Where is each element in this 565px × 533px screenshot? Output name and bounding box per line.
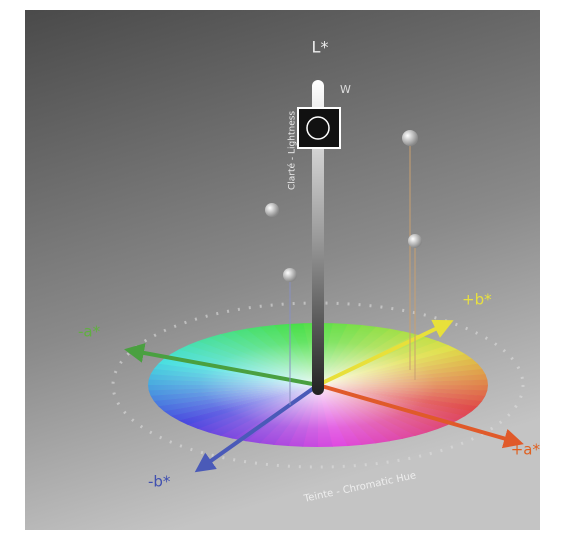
sample-sphere bbox=[265, 203, 279, 217]
sample-sphere bbox=[408, 234, 422, 248]
l-axis-label: L* bbox=[312, 38, 329, 57]
background bbox=[25, 10, 540, 530]
b-axis bbox=[317, 319, 454, 387]
lightness-label: Clarté - Lightness bbox=[287, 111, 298, 190]
minus-a-label: -a* bbox=[78, 323, 101, 341]
lightness-pole bbox=[312, 80, 324, 395]
logo bbox=[297, 107, 341, 149]
minus-b-label: -b* bbox=[148, 473, 171, 491]
scale-ring bbox=[111, 301, 525, 469]
logo-mark bbox=[306, 116, 330, 140]
sample-sphere bbox=[283, 268, 297, 282]
plus-a-label: +a* bbox=[511, 441, 541, 459]
sample-sphere bbox=[402, 130, 418, 146]
a-axis bbox=[317, 383, 524, 449]
a-neg-axis bbox=[124, 343, 319, 387]
plus-b-label: +b* bbox=[462, 291, 492, 309]
white-label: W bbox=[340, 83, 351, 96]
b-neg-axis bbox=[194, 383, 320, 473]
